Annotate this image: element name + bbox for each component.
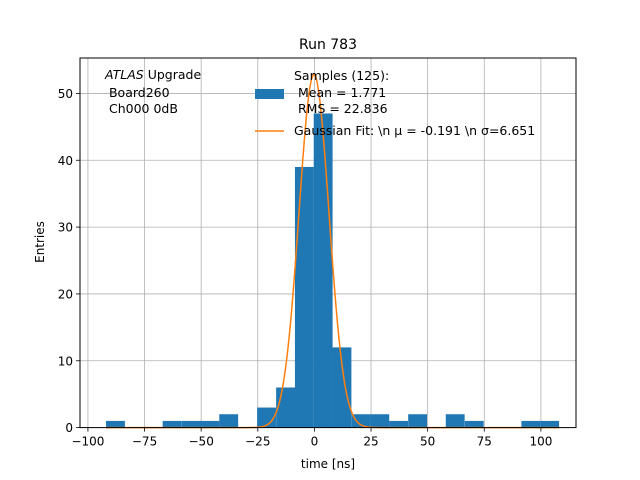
x-tick-label: 0	[311, 435, 319, 449]
annotation-line-1: ATLAS Upgrade	[104, 67, 201, 82]
histogram-bar	[106, 420, 125, 428]
histogram-bar	[257, 407, 276, 428]
annotation-line-2: Board260	[105, 85, 170, 100]
histogram-bar	[370, 414, 390, 428]
y-tick-label: 30	[58, 221, 73, 235]
histogram-bar	[408, 414, 428, 428]
x-tick-label: 75	[477, 435, 492, 449]
y-tick-label: 50	[58, 87, 73, 101]
legend: Samples (125): Mean = 1.771 RMS = 22.836…	[255, 68, 535, 138]
x-tick-label: −75	[132, 435, 157, 449]
plot-frame	[79, 57, 577, 429]
histogram-bar	[294, 166, 314, 428]
y-axis-ticks: 0 10 20 30 40 50	[58, 87, 80, 435]
histogram-bar	[219, 414, 239, 428]
histogram-bar	[276, 387, 296, 428]
histogram-bar	[445, 414, 465, 428]
histogram-bar	[464, 420, 484, 428]
histogram-bar	[181, 420, 201, 428]
y-tick-label: 10	[58, 354, 73, 368]
legend-hist-label-2: Mean = 1.771	[294, 85, 386, 100]
x-tick-label: 50	[420, 435, 435, 449]
y-tick-label: 20	[58, 287, 73, 301]
legend-hist-swatch	[255, 89, 284, 99]
x-tick-label: −50	[189, 435, 214, 449]
legend-hist-label-1: Samples (125):	[294, 68, 389, 83]
annotation-atlas: ATLAS	[104, 67, 144, 82]
x-axis-label: time [ns]	[301, 457, 355, 471]
y-tick-label: 40	[58, 154, 73, 168]
annotation-line-3: Ch000 0dB	[105, 101, 178, 116]
legend-fit-label: Gaussian Fit: \n μ = -0.191 \n σ=6.651	[294, 123, 535, 138]
x-tick-label: 25	[363, 435, 378, 449]
chart-title: Run 783	[299, 37, 357, 53]
histogram-bar	[313, 113, 333, 428]
x-tick-label: 100	[529, 435, 552, 449]
x-tick-label: −100	[71, 435, 104, 449]
legend-hist-label-3: RMS = 22.836	[294, 101, 388, 116]
histogram-bar	[521, 420, 541, 428]
annotation-text: ATLAS Upgrade Board260 Ch000 0dB	[104, 67, 201, 116]
histogram-bar	[540, 420, 560, 428]
histogram-bar	[389, 420, 409, 428]
x-axis-ticks: −100 −75 −50 −25 0 25 50 75 100	[71, 427, 552, 449]
annotation-upgrade: Upgrade	[144, 67, 202, 82]
histogram-bar	[351, 414, 371, 428]
y-tick-label: 0	[65, 421, 73, 435]
histogram-bar	[200, 420, 220, 428]
histogram-bar	[162, 420, 182, 428]
histogram-bar	[332, 347, 352, 428]
x-tick-label: −25	[245, 435, 270, 449]
y-axis-label: Entries	[33, 221, 47, 263]
